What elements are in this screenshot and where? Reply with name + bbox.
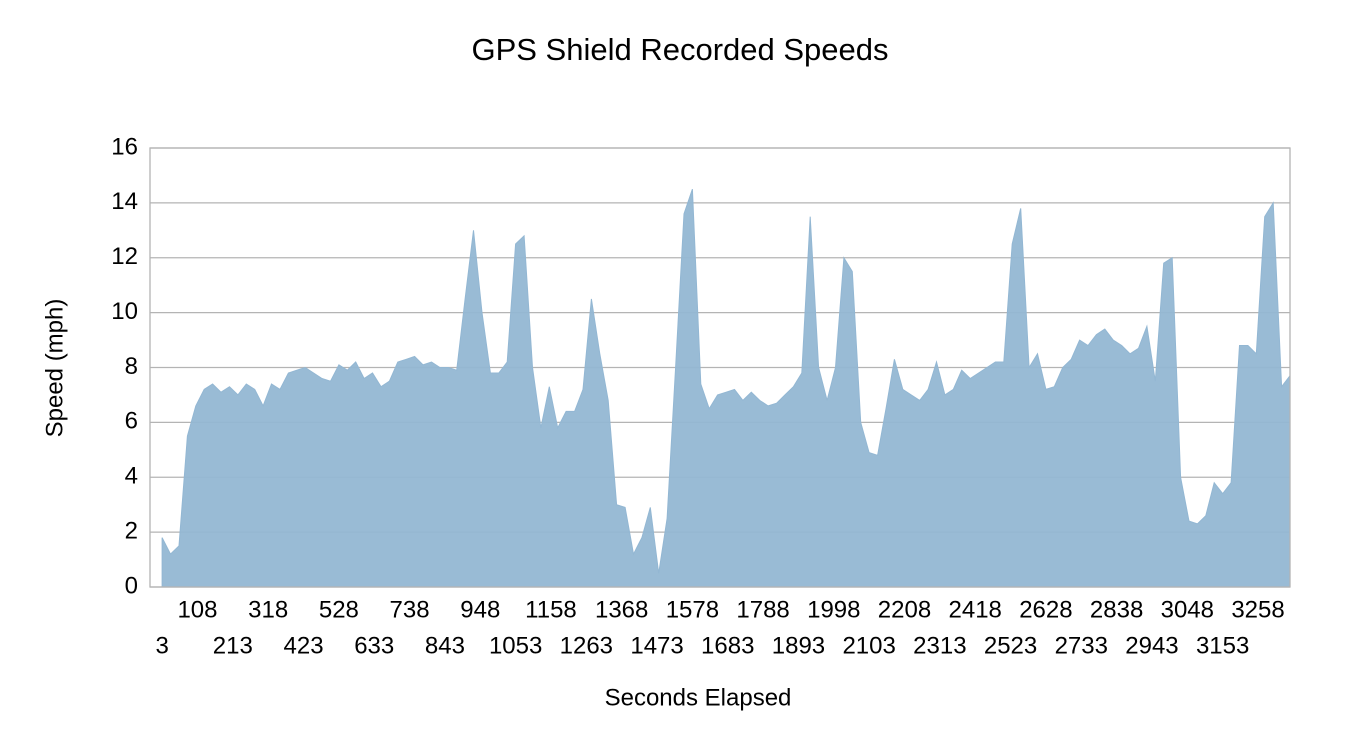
x-tick-label: 3: [155, 632, 168, 659]
x-tick-label: 1053: [489, 632, 542, 659]
y-tick-label: 10: [111, 298, 138, 325]
x-tick-label: 2838: [1090, 596, 1143, 623]
x-tick-label: 2418: [949, 596, 1002, 623]
x-tick-label: 318: [248, 596, 288, 623]
x-tick-label: 1788: [736, 596, 789, 623]
x-tick-label: 3048: [1161, 596, 1214, 623]
x-tick-label: 2208: [878, 596, 931, 623]
x-tick-label: 633: [354, 632, 394, 659]
x-tick-label: 843: [425, 632, 465, 659]
y-tick-label: 14: [111, 188, 138, 215]
x-tick-label: 423: [284, 632, 324, 659]
x-tick-label: 1893: [772, 632, 825, 659]
x-tick-label: 1263: [560, 632, 613, 659]
y-tick-label: 8: [125, 353, 138, 380]
y-tick-label: 0: [125, 572, 138, 599]
x-tick-label: 2103: [842, 632, 895, 659]
x-axis-label: Seconds Elapsed: [605, 684, 792, 711]
y-tick-label: 16: [111, 133, 138, 160]
y-tick-label: 4: [125, 463, 138, 490]
y-axis-label: Speed (mph): [41, 299, 68, 438]
y-tick-label: 2: [125, 517, 138, 544]
x-tick-label: 1368: [595, 596, 648, 623]
x-tick-label: 738: [390, 596, 430, 623]
x-tick-label: 2313: [913, 632, 966, 659]
speed-area: [161, 189, 1291, 588]
x-tick-label: 1683: [701, 632, 754, 659]
x-tick-label: 2943: [1125, 632, 1178, 659]
x-tick-label: 2733: [1055, 632, 1108, 659]
x-tick-label: 3153: [1196, 632, 1249, 659]
x-tick-label: 3258: [1231, 596, 1284, 623]
x-tick-label: 1158: [525, 596, 577, 623]
x-tick-label: 528: [319, 596, 359, 623]
x-tick-label: 1998: [807, 596, 860, 623]
x-tick-label: 1473: [630, 632, 683, 659]
x-tick-label: 2523: [984, 632, 1037, 659]
chart-title: GPS Shield Recorded Speeds: [471, 32, 888, 67]
y-tick-label: 12: [111, 243, 138, 270]
y-tick-label: 6: [125, 408, 138, 435]
x-tick-label: 948: [460, 596, 500, 623]
x-tick-label: 1578: [666, 596, 719, 623]
plot-border: [149, 147, 1291, 588]
x-tick-label: 2628: [1019, 596, 1072, 623]
x-tick-label: 213: [213, 632, 253, 659]
x-tick-label: 108: [177, 596, 217, 623]
